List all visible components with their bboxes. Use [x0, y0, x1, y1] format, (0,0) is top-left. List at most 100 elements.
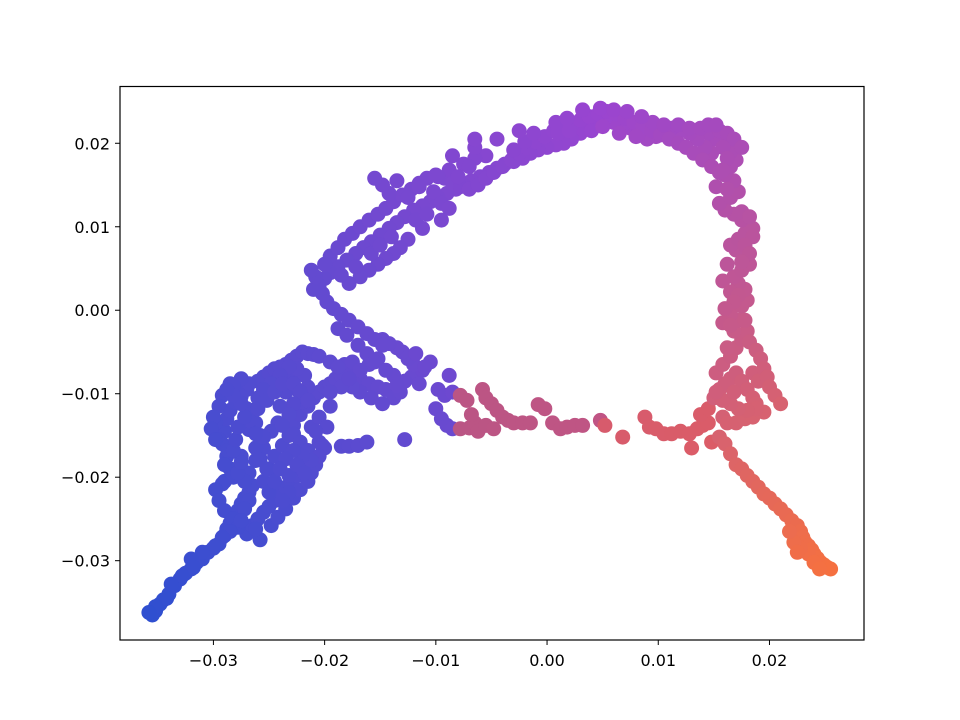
scatter-point [719, 181, 735, 197]
scatter-point [389, 377, 405, 393]
scatter-point [208, 432, 224, 448]
scatter-point [359, 434, 375, 450]
scatter-point [352, 362, 368, 378]
scatter-point [426, 184, 442, 200]
scatter-point [163, 576, 179, 592]
scatter-point [441, 367, 457, 383]
scatter-point [708, 117, 724, 133]
scatter-point [461, 159, 477, 175]
y-tick-label: −0.02 [61, 468, 110, 487]
y-axis: −0.03 −0.02 −0.01 0.00 0.01 0.02 [61, 134, 120, 571]
x-tick-label: 0.00 [529, 651, 565, 670]
x-axis: −0.03 −0.02 −0.01 0.00 0.01 0.02 [189, 640, 787, 670]
scatter-point [433, 212, 449, 228]
y-tick-label: −0.01 [61, 385, 110, 404]
scatter-point [417, 359, 433, 375]
scatter-point [723, 317, 738, 333]
scatter-point [537, 401, 553, 417]
scatter-point [383, 229, 399, 245]
scatter-point [174, 568, 190, 584]
scatter-point [348, 259, 364, 275]
scatter-point [419, 206, 435, 222]
x-tick-label: 0.02 [752, 651, 788, 670]
scatter-point [372, 237, 388, 253]
scatter-points [141, 100, 839, 623]
scatter-point [411, 179, 427, 195]
scatter-point [711, 195, 727, 211]
y-tick-label: 0.01 [74, 218, 110, 237]
scatter-point [575, 417, 591, 433]
plot-frame [119, 85, 865, 641]
scatter-point [489, 131, 505, 147]
x-tick-label: −0.03 [189, 651, 238, 670]
scatter-point [205, 409, 221, 425]
scatter-point [719, 256, 735, 272]
scatter-point [185, 559, 201, 575]
scatter-point [233, 513, 249, 529]
scatter-point [634, 109, 650, 125]
scatter-point [715, 273, 731, 289]
scatter-point [248, 426, 264, 442]
scatter-point [363, 390, 379, 406]
scatter-point [575, 102, 591, 118]
scatter-point [400, 190, 416, 205]
scatter-point [789, 544, 805, 560]
scatter-point [726, 384, 742, 400]
scatter-point [281, 468, 297, 483]
scatter-point [339, 327, 355, 343]
scatter-point [330, 359, 346, 375]
scatter-point [274, 417, 290, 433]
scatter-point [378, 362, 394, 378]
scatter-point [397, 432, 413, 448]
scatter-point [297, 465, 313, 481]
scatter-point [300, 392, 316, 408]
scatter-point [274, 376, 290, 392]
scatter-point [719, 340, 735, 356]
scatter-point [773, 396, 789, 412]
scatter-point [506, 142, 522, 158]
scatter-point [219, 382, 235, 397]
scatter-point [619, 104, 635, 119]
scatter-point [430, 169, 446, 185]
scatter-point [441, 200, 457, 216]
y-tick-label: 0.00 [74, 301, 110, 320]
scatter-point [237, 409, 253, 425]
scatter-point [463, 407, 479, 423]
scatter-point [217, 457, 232, 473]
scatter-point [628, 129, 644, 145]
scatter-point [595, 119, 611, 135]
scatter-point [317, 256, 333, 272]
scatter-point [742, 209, 757, 225]
scatter-point [311, 348, 327, 364]
scatter-point [248, 440, 264, 456]
scatter-point [526, 125, 542, 141]
scatter-point [333, 267, 349, 283]
scatter-point [274, 493, 290, 509]
scatter-point [303, 262, 319, 278]
scatter-point [375, 396, 390, 412]
scatter-point [592, 100, 608, 116]
scatter-point [389, 173, 405, 189]
y-tick-label: −0.03 [61, 552, 110, 571]
scatter-point [322, 384, 338, 400]
scatter-point [322, 398, 338, 414]
scatter-point [408, 346, 424, 362]
x-tick-label: 0.01 [640, 651, 676, 670]
scatter-point [341, 371, 357, 387]
scatter-point [684, 440, 700, 456]
x-tick-label: −0.01 [411, 651, 460, 670]
scatter-point [233, 454, 249, 470]
scatter-point [445, 148, 460, 164]
scatter-point [467, 131, 483, 147]
y-tick-label: 0.02 [74, 134, 110, 153]
scatter-point [228, 432, 244, 448]
scatter-point [248, 521, 264, 537]
scatter-point [237, 501, 253, 517]
scatter-point [267, 473, 283, 489]
scatter-point [511, 123, 527, 139]
scatter-point [486, 421, 502, 437]
scatter-point [367, 170, 383, 186]
x-tick-label: −0.02 [300, 651, 349, 670]
scatter-point [459, 392, 475, 408]
